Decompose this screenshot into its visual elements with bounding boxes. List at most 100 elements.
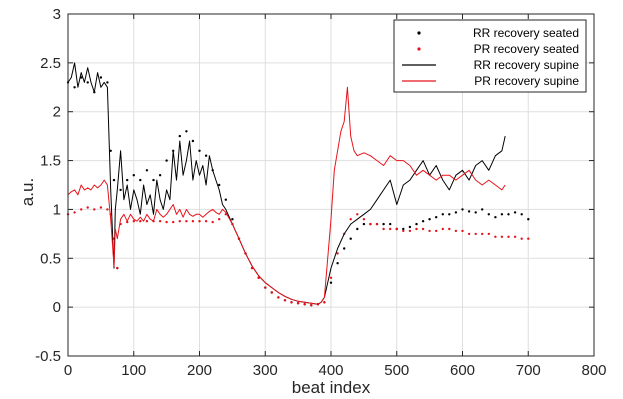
series-point bbox=[507, 235, 510, 238]
series-point bbox=[211, 220, 214, 224]
series-point bbox=[527, 237, 530, 240]
series-point bbox=[126, 178, 129, 182]
series-point bbox=[132, 220, 135, 223]
legend: RR recovery seated PR recovery seated RR r… bbox=[393, 19, 587, 93]
series-point bbox=[145, 220, 149, 223]
series-point bbox=[336, 252, 339, 255]
series-point bbox=[290, 301, 293, 304]
series-point bbox=[520, 237, 523, 240]
series-point bbox=[80, 208, 83, 211]
series-point bbox=[343, 247, 346, 250]
series-point bbox=[369, 222, 372, 226]
series-point bbox=[362, 222, 366, 226]
series-point bbox=[119, 188, 122, 192]
legend-entry: RR recovery supine bbox=[474, 58, 580, 72]
y-tick-label: 3 bbox=[53, 6, 61, 23]
series-point bbox=[109, 149, 112, 152]
series-point bbox=[112, 178, 116, 182]
series-point bbox=[382, 227, 385, 231]
series-point bbox=[329, 281, 333, 284]
y-tick-label: 0.5 bbox=[40, 250, 61, 267]
series-point bbox=[467, 232, 471, 236]
series-point bbox=[158, 174, 162, 177]
series-point bbox=[198, 149, 201, 152]
series-point bbox=[198, 220, 201, 223]
x-tick-label: 500 bbox=[384, 362, 409, 379]
series-point bbox=[454, 229, 458, 233]
series-point bbox=[185, 130, 188, 133]
series-point bbox=[165, 159, 168, 162]
series-point bbox=[349, 218, 352, 221]
series-point bbox=[303, 303, 306, 306]
series-point bbox=[224, 198, 227, 201]
series-point bbox=[356, 213, 359, 216]
series-point bbox=[467, 210, 471, 213]
series-point bbox=[86, 206, 89, 209]
series-point bbox=[158, 220, 162, 223]
series-point bbox=[178, 220, 181, 223]
series-point bbox=[481, 232, 484, 236]
series-point bbox=[435, 229, 438, 233]
series-point bbox=[402, 229, 405, 233]
series-point bbox=[277, 296, 280, 299]
series-point bbox=[336, 262, 339, 265]
series-point bbox=[178, 134, 181, 138]
series-point bbox=[231, 218, 234, 221]
y-axis-label: a.u. bbox=[18, 178, 37, 206]
series-point bbox=[106, 81, 109, 84]
series-point bbox=[86, 81, 89, 84]
series-point bbox=[356, 227, 359, 231]
series-point bbox=[513, 211, 517, 214]
series-point bbox=[283, 299, 287, 302]
x-tick-label: 700 bbox=[516, 362, 541, 379]
series-point bbox=[152, 178, 155, 182]
series-point bbox=[375, 222, 379, 226]
series-point bbox=[323, 301, 326, 304]
series-point bbox=[500, 235, 504, 238]
series-point bbox=[408, 229, 412, 233]
series-point bbox=[165, 220, 168, 224]
series-point bbox=[362, 218, 366, 221]
series-point bbox=[218, 183, 221, 187]
series-point bbox=[116, 266, 119, 270]
series-point bbox=[185, 220, 188, 223]
series-point bbox=[145, 169, 149, 172]
series-point bbox=[421, 220, 425, 223]
series-point bbox=[494, 216, 497, 219]
series-point bbox=[487, 213, 490, 216]
series-point bbox=[435, 216, 438, 219]
y-tick-label: 1.5 bbox=[40, 153, 61, 170]
series-point bbox=[172, 220, 175, 224]
legend-box bbox=[393, 19, 587, 93]
legend-entry: PR recovery supine bbox=[474, 74, 579, 88]
legend-entry: PR recovery seated bbox=[474, 42, 579, 56]
series-point bbox=[421, 227, 425, 231]
series-point bbox=[487, 232, 490, 236]
series-point bbox=[428, 218, 431, 221]
legend-swatch-dot bbox=[417, 31, 421, 35]
series-point bbox=[106, 208, 109, 211]
x-tick-label: 0 bbox=[64, 362, 72, 379]
series-point bbox=[507, 213, 510, 216]
series-point bbox=[218, 218, 221, 221]
y-tick-label: -0.5 bbox=[35, 348, 61, 365]
series-point bbox=[139, 178, 142, 182]
x-axis-label: beat index bbox=[292, 378, 371, 397]
series-point bbox=[527, 218, 530, 221]
series-layer bbox=[66, 62, 530, 307]
series-point bbox=[402, 227, 405, 231]
series-point bbox=[474, 211, 477, 214]
series-point bbox=[204, 220, 208, 223]
series-point bbox=[191, 220, 195, 223]
x-tick-label: 100 bbox=[121, 362, 146, 379]
x-tick-label: 200 bbox=[187, 362, 212, 379]
series-point bbox=[73, 211, 76, 214]
x-tick-label: 400 bbox=[318, 362, 343, 379]
series-point bbox=[395, 227, 398, 231]
series-point bbox=[296, 302, 300, 305]
series-point bbox=[270, 291, 273, 294]
series-point bbox=[329, 276, 333, 279]
legend-swatch-dot bbox=[417, 47, 421, 51]
series-point bbox=[191, 139, 195, 143]
axes: 0 100 200 300 400 500 600 700 800-0.500.511.522.… bbox=[35, 6, 606, 379]
